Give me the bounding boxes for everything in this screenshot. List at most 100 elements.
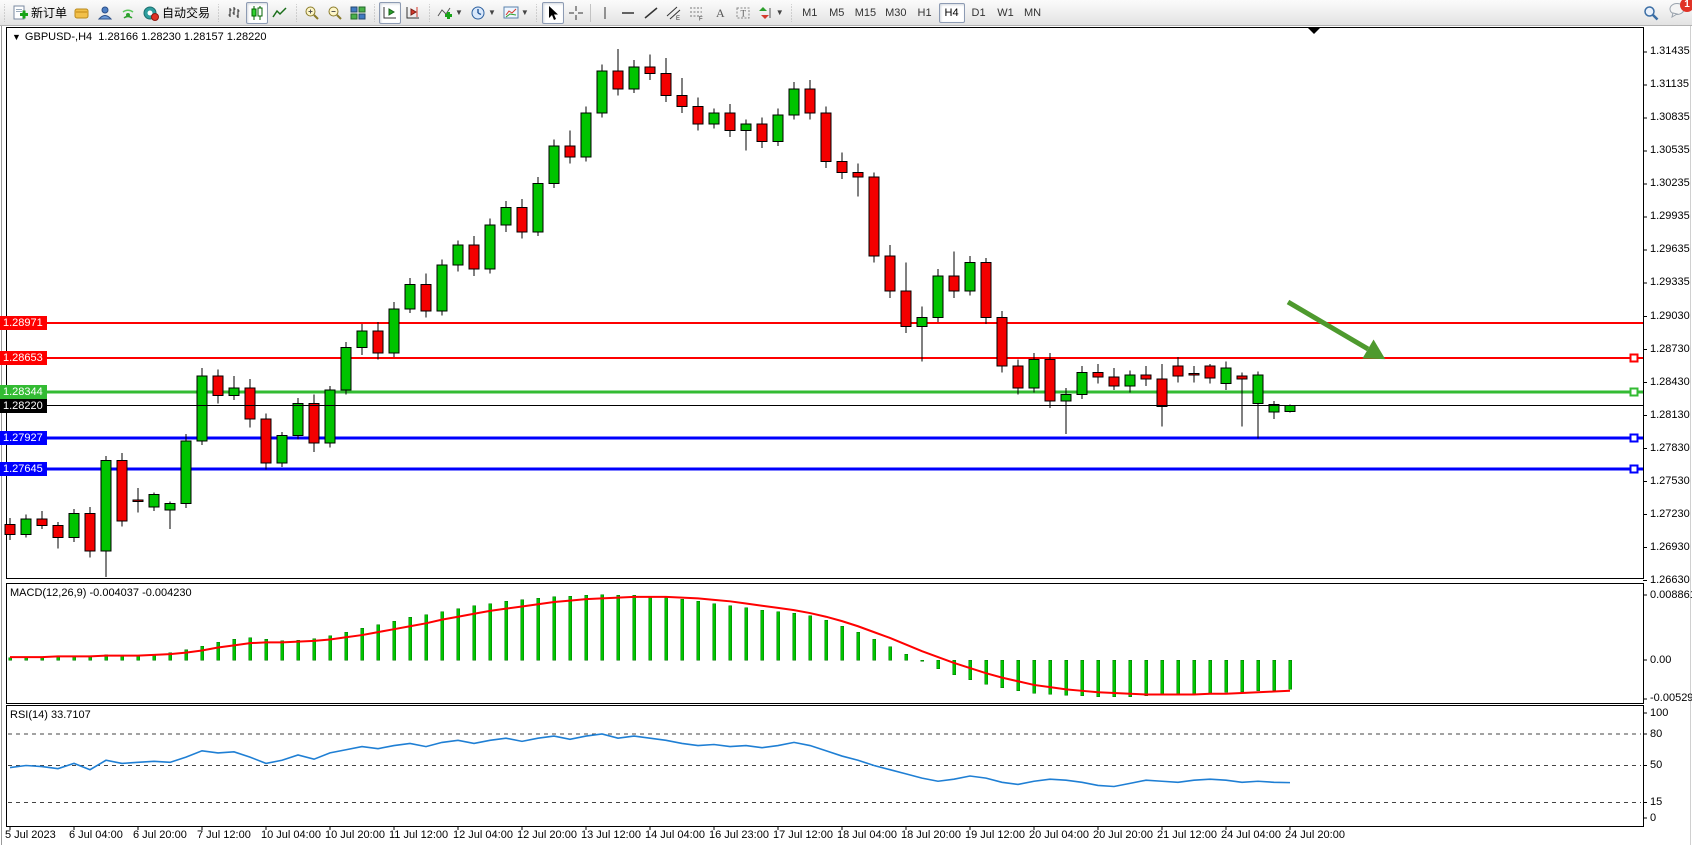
candle: [1188, 373, 1200, 376]
arrows-tool-button[interactable]: ▼: [755, 2, 787, 24]
candle: [244, 387, 256, 420]
channel-tool-button[interactable]: E: [663, 2, 685, 24]
macd-histogram-bar: [280, 640, 284, 661]
candle: [788, 88, 800, 116]
toolbar-grip: [372, 3, 377, 22]
macd-histogram-bar: [216, 642, 220, 661]
candle: [1092, 372, 1104, 378]
line-handle[interactable]: [3, 387, 13, 397]
macd-histogram-bar: [1032, 659, 1036, 694]
macd-histogram-bar: [1064, 659, 1068, 696]
timeframe-button-mn[interactable]: MN: [1023, 6, 1042, 19]
annotation-arrow-head[interactable]: [1362, 339, 1386, 360]
candle: [932, 275, 944, 319]
horizontal-line-tool-button[interactable]: [617, 2, 639, 24]
vertical-line-icon: [604, 6, 606, 19]
periods-button[interactable]: ▼: [467, 2, 499, 24]
line-handle[interactable]: [1629, 387, 1639, 397]
timeframe-button-h1[interactable]: H1: [917, 6, 932, 19]
timeframe-button-h4[interactable]: H4: [938, 2, 965, 23]
candle: [404, 284, 416, 310]
macd-histogram-bar: [856, 631, 860, 661]
deposit-button[interactable]: [71, 2, 93, 24]
timeframe-button-m30[interactable]: M30: [885, 6, 907, 19]
zoom-in-icon: [305, 6, 319, 20]
bar-chart-button[interactable]: [223, 2, 245, 24]
timeframe-button-w1[interactable]: W1: [997, 6, 1014, 19]
line-handle[interactable]: [1629, 433, 1639, 443]
signal-button[interactable]: [117, 2, 139, 24]
candle: [692, 105, 704, 125]
macd-histogram-bar: [696, 601, 700, 661]
chevron-down-icon: ▼: [455, 8, 463, 17]
timeframe-button-m5[interactable]: M5: [829, 6, 845, 19]
profile-button[interactable]: [94, 2, 116, 24]
trendline-tool-button[interactable]: [640, 2, 662, 24]
macd-histogram-bar: [232, 639, 236, 661]
bar-chart-icon: [228, 6, 240, 18]
clock-icon: [471, 6, 485, 19]
candle: [1044, 358, 1056, 402]
candle: [916, 317, 928, 327]
new-order-button[interactable]: 新订单: [9, 2, 70, 24]
chart-shift-marker[interactable]: [1308, 28, 1320, 34]
auto-scroll-button[interactable]: [379, 1, 402, 24]
macd-histogram-bar: [600, 594, 604, 661]
macd-histogram-bar: [1048, 659, 1052, 695]
line-handle[interactable]: [3, 433, 13, 443]
candle: [1220, 367, 1232, 385]
line-handle[interactable]: [1629, 464, 1639, 474]
macd-histogram-bar: [872, 639, 876, 661]
text-label-icon: T: [736, 7, 750, 18]
candlestick-chart-button[interactable]: [246, 1, 269, 24]
annotation-arrow-shaft[interactable]: [1286, 299, 1370, 352]
macd-histogram-bar: [776, 611, 780, 661]
toolbar-separator: [589, 3, 591, 22]
line-handle[interactable]: [3, 464, 13, 474]
notifications-button[interactable]: 1: [1669, 0, 1692, 23]
vertical-line-tool-button[interactable]: [594, 2, 616, 24]
profile-icon: [97, 6, 113, 19]
search-icon[interactable]: [1643, 5, 1659, 21]
candle: [436, 264, 448, 312]
timeframe-button-group: M1 M5 M15 M30 H1 H4 D1 W1 MN: [797, 2, 1046, 23]
candle: [1108, 376, 1120, 387]
templates-button[interactable]: ▼: [500, 2, 532, 24]
macd-histogram-bar: [536, 598, 540, 661]
candle: [948, 275, 960, 292]
candle: [20, 518, 32, 535]
equidistant-channel-icon: E: [666, 6, 681, 21]
chart-shift-button[interactable]: [402, 2, 424, 24]
cursor-button[interactable]: [541, 1, 564, 24]
fibonacci-tool-button[interactable]: F: [686, 2, 708, 24]
candle: [1236, 375, 1248, 380]
macd-histogram-bar: [792, 612, 796, 661]
candle: [180, 440, 192, 505]
candle: [1140, 374, 1152, 380]
fibonacci-icon: F: [689, 7, 703, 21]
macd-histogram-bar: [440, 611, 444, 661]
macd-histogram-bar: [904, 653, 908, 661]
text-label-tool-button[interactable]: T: [732, 2, 754, 24]
candle: [100, 460, 112, 552]
chevron-down-icon: ▼: [775, 8, 784, 17]
candle: [724, 112, 736, 132]
zoom-in-button[interactable]: [301, 2, 323, 24]
timeframe-button-m15[interactable]: M15: [854, 6, 877, 19]
timeframe-button-m1[interactable]: M1: [802, 6, 818, 19]
indicators-icon: [437, 7, 453, 19]
autotrade-button[interactable]: 自动交易: [140, 2, 213, 24]
candle: [660, 72, 672, 96]
tile-windows-button[interactable]: [347, 2, 369, 24]
line-handle[interactable]: [1629, 353, 1639, 363]
indicators-button[interactable]: ▼: [434, 2, 466, 24]
text-tool-button[interactable]: A: [709, 2, 731, 24]
macd-histogram-bar: [1144, 659, 1148, 697]
arrows-tool-icon: [758, 6, 771, 19]
timeframe-button-d1[interactable]: D1: [971, 6, 986, 19]
candle: [1156, 378, 1168, 408]
crosshair-button[interactable]: [565, 2, 587, 24]
macd-histogram-bar: [472, 605, 476, 661]
line-chart-button[interactable]: [269, 2, 291, 24]
zoom-out-button[interactable]: [324, 2, 346, 24]
